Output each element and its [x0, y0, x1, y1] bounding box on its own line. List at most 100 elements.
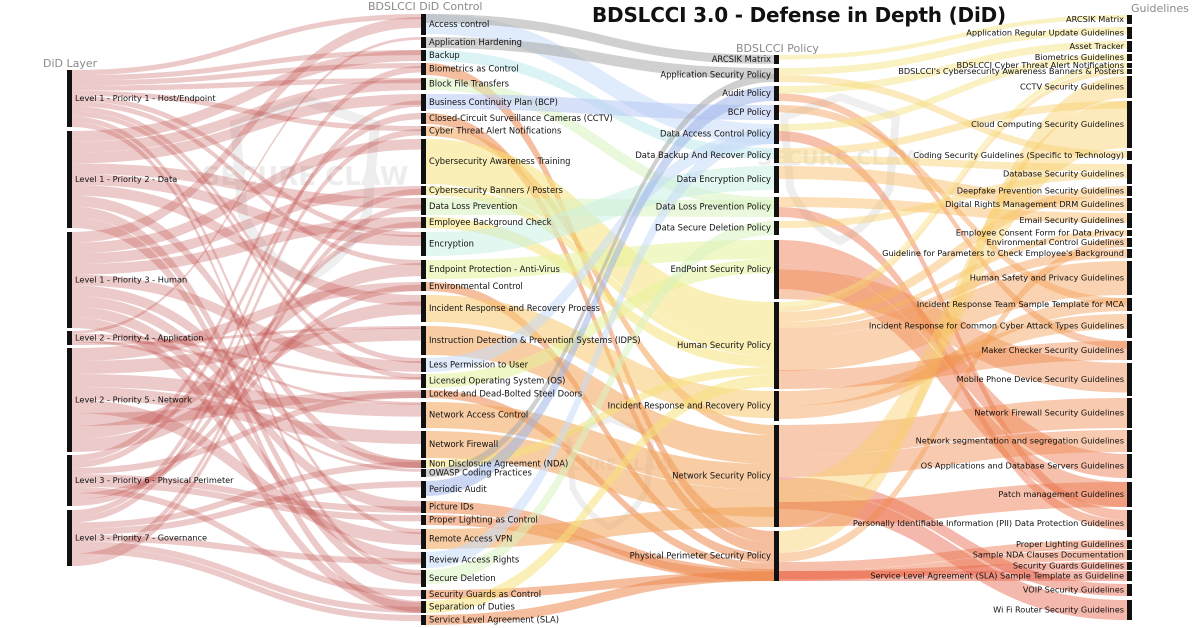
node-guideline-voip-security-guidelines — [1127, 584, 1132, 596]
link-layer-control — [72, 94, 421, 164]
link-policy-guideline — [779, 341, 1127, 389]
node-control-separation-of-duties — [421, 601, 426, 613]
node-control-non-disclosure-agreement-nda — [421, 460, 426, 468]
node-policy-endpoint-security-policy — [774, 240, 779, 299]
node-guideline-arcsik-matrix — [1127, 15, 1132, 24]
label-guideline-proper-lighting-guidelines: Proper Lighting Guidelines — [1016, 539, 1124, 549]
label-guideline-incident-response-for-common-cyber-attack-types-guidelines: Incident Response for Common Cyber Attac… — [869, 321, 1124, 331]
link-policy-guideline — [779, 101, 1127, 156]
label-policy-human-security-policy: Human Security Policy — [677, 340, 771, 350]
label-layer-level-3-priority-7-governance: Level 3 - Priority 7 - Governance — [75, 533, 207, 543]
label-layer-level-1-priority-3-human: Level 1 - Priority 3 - Human — [75, 275, 187, 285]
node-layer-level-1-priority-3-human — [67, 232, 72, 328]
label-guideline-bdslcci-cyber-threat-alert-notifications: BDSLCCI Cyber Threat Alert Notifications — [957, 60, 1124, 70]
node-control-remote-access-vpn — [421, 529, 426, 549]
link-layer-control — [72, 333, 421, 380]
node-guideline-biometrics-guidelines — [1127, 54, 1132, 61]
label-control-endpoint-protection-anti-virus: Endpoint Protection - Anti-Virus — [429, 264, 560, 274]
link-policy-guideline — [779, 240, 1127, 478]
link-layer-control — [72, 188, 421, 560]
link-layer-control — [72, 390, 421, 426]
node-policy-data-secure-deletion-policy — [774, 221, 779, 235]
link-control-policy — [426, 221, 774, 584]
label-control-encryption: Encryption — [429, 239, 474, 249]
node-guideline-deepfake-prevention-security-guidelines — [1127, 186, 1132, 196]
link-layer-control — [72, 547, 421, 622]
link-layer-control — [72, 480, 421, 522]
node-guideline-sample-nda-clauses-documentation — [1127, 550, 1132, 560]
link-control-policy — [426, 14, 774, 64]
node-guideline-application-regular-update-guidelines — [1127, 27, 1132, 39]
link-layer-control — [72, 163, 421, 209]
link-control-policy — [426, 186, 774, 356]
node-control-backup — [421, 50, 426, 61]
label-guideline-voip-security-guidelines: VOIP Security Guidelines — [1023, 585, 1124, 595]
link-layer-control — [72, 106, 421, 364]
link-control-policy — [426, 375, 774, 613]
link-control-policy — [426, 74, 774, 477]
label-policy-physical-perimeter-security-policy: Physical Perimeter Security Policy — [630, 551, 771, 561]
label-control-less-permission-to-user: Less Permission to User — [429, 360, 529, 370]
node-control-cyber-threat-alert-notifications — [421, 126, 426, 136]
label-control-access-control: Access control — [429, 19, 489, 29]
link-policy-guideline — [779, 101, 1127, 527]
link-control-policy — [426, 130, 774, 372]
link-layer-control — [72, 387, 421, 444]
link-policy-guideline — [779, 166, 1127, 211]
node-guideline-bdslcci-cyber-threat-alert-notifications — [1127, 63, 1132, 68]
node-control-access-control — [421, 14, 426, 35]
links-policy-to-guideline — [779, 15, 1127, 620]
label-control-data-loss-prevention: Data Loss Prevention — [429, 201, 517, 211]
label-control-service-level-agreement-sla: Service Level Agreement (SLA) — [429, 615, 559, 625]
label-guideline-coding-security-guidelines-specific-to-technology: Coding Security Guidelines (Specific to … — [913, 150, 1124, 160]
link-policy-guideline — [779, 430, 1127, 477]
link-layer-control — [72, 336, 421, 405]
label-policy-data-loss-prevention-policy: Data Loss Prevention Policy — [656, 202, 771, 212]
node-guideline-human-safety-and-privacy-guidelines — [1127, 261, 1132, 295]
node-control-secure-deletion — [421, 570, 426, 587]
link-policy-guideline — [779, 249, 1127, 337]
node-layer-level-3-priority-7-governance — [67, 510, 72, 566]
link-layer-control — [72, 95, 421, 238]
node-control-incident-response-and-recovery-process — [421, 295, 426, 322]
node-guideline-asset-tracker — [1127, 41, 1132, 52]
label-control-application-hardening: Application Hardening — [429, 37, 522, 47]
link-layer-control — [72, 139, 421, 254]
label-policy-data-secure-deletion-policy: Data Secure Deletion Policy — [655, 223, 771, 233]
column-header-guideline: Guidelines — [1131, 2, 1189, 15]
label-control-secure-deletion: Secure Deletion — [429, 573, 496, 583]
link-layer-control — [72, 339, 421, 472]
column-header-control: BDSLCCI DiD Control — [368, 0, 483, 13]
node-control-business-continuity-plan-bcp — [421, 94, 426, 111]
label-control-block-file-transfers: Block File Transfers — [429, 79, 509, 89]
link-policy-guideline — [779, 261, 1127, 371]
label-guideline-cctv-security-guidelines: CCTV Security Guidelines — [1020, 82, 1124, 92]
node-policy-bcp-policy — [774, 105, 779, 120]
label-guideline-employee-consent-form-for-data-privacy: Employee Consent Form for Data Privacy — [956, 228, 1124, 238]
label-guideline-email-security-guidelines: Email Security Guidelines — [1019, 215, 1124, 225]
link-policy-guideline — [779, 186, 1127, 322]
label-control-periodic-audit: Periodic Audit — [429, 484, 487, 494]
node-guideline-maker-checker-security-guidelines — [1127, 341, 1132, 360]
node-control-network-access-control — [421, 402, 426, 428]
node-policy-application-security-policy — [774, 68, 779, 82]
label-guideline-wi-fi-router-security-guidelines: Wi Fi Router Security Guidelines — [993, 605, 1124, 615]
link-control-policy — [426, 259, 774, 388]
node-policy-incident-response-and-recovery-policy — [774, 391, 779, 421]
label-policy-network-security-policy: Network Security Policy — [672, 471, 771, 481]
diagram-title: BDSLCCI 3.0 - Defense in Depth (DiD) — [592, 3, 1006, 27]
link-layer-control — [72, 37, 421, 334]
link-layer-control — [72, 174, 421, 246]
link-layer-control — [72, 50, 421, 81]
link-policy-guideline — [779, 550, 1127, 581]
link-layer-control — [72, 129, 421, 523]
link-policy-guideline — [779, 155, 1127, 172]
node-guideline-email-security-guidelines — [1127, 213, 1132, 228]
link-policy-guideline — [779, 269, 1127, 393]
label-guideline-security-guards-guidelines: Security Guards Guidelines — [1013, 561, 1124, 571]
label-policy-incident-response-and-recovery-policy: Incident Response and Recovery Policy — [608, 401, 771, 411]
link-control-policy — [426, 126, 774, 435]
label-guideline-digital-rights-management-drm-guidelines: Digital Rights Management DRM Guidelines — [945, 199, 1124, 209]
label-control-separation-of-duties: Separation of Duties — [429, 602, 515, 612]
link-policy-guideline — [779, 131, 1127, 520]
